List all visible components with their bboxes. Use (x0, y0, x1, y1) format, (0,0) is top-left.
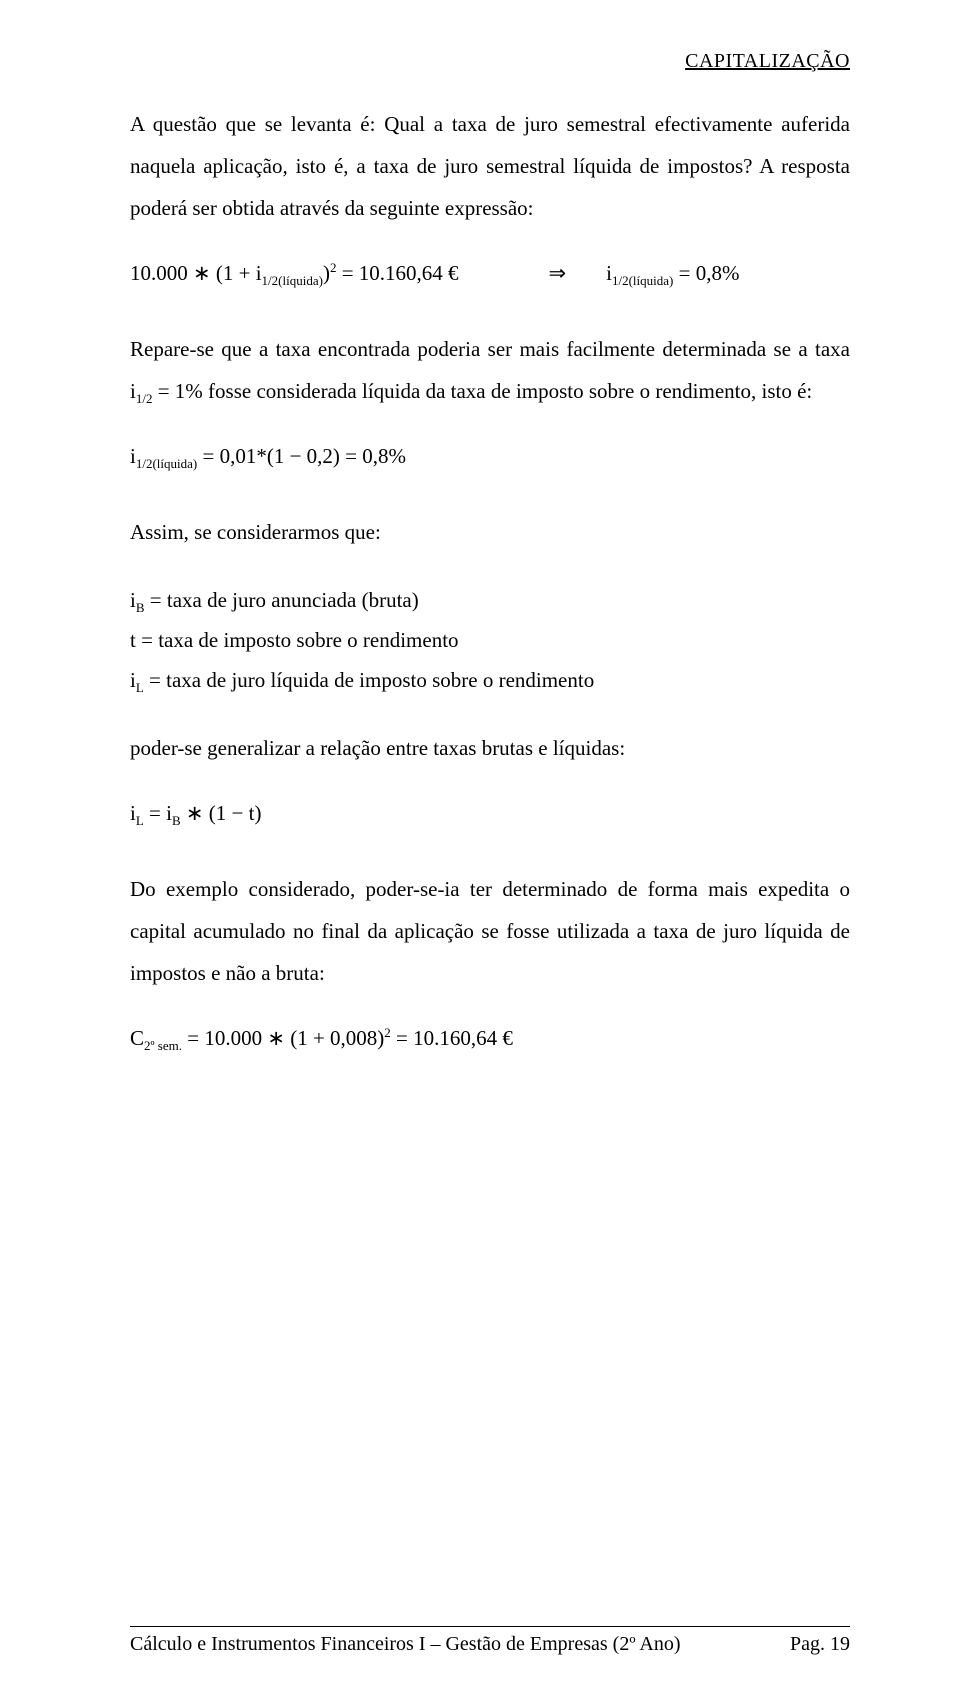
definition-list: iB = taxa de juro anunciada (bruta) t = … (130, 581, 850, 701)
p2-b: = 1% fosse considerada líquida da taxa d… (152, 379, 812, 403)
formula-3: iL = iB ∗ (1 − t) (130, 797, 850, 832)
f1-lhs-close: ) (323, 261, 330, 285)
footer-left: Cálculo e Instrumentos Financeiros I – G… (130, 1633, 681, 1656)
def-il-sub: L (136, 680, 144, 695)
formula-2: i1/2(líquida) = 0,01*(1 − 0,2) = 0,8% (130, 440, 850, 475)
def-ib-text: taxa de juro anunciada (bruta) (162, 588, 419, 612)
def-t-var: t (130, 628, 136, 652)
p2-sub: 1/2 (136, 391, 153, 406)
paragraph-2: Repare-se que a taxa encontrada poderia … (130, 328, 850, 412)
footer-right: Pag. 19 (790, 1633, 850, 1656)
f1-rhs-val: 0,8% (696, 261, 740, 285)
paragraph-5: Do exemplo considerado, poder-se-ia ter … (130, 868, 850, 994)
paragraph-3: Assim, se considerarmos que: (130, 511, 850, 553)
f1-lhs-sup: 2 (330, 260, 337, 275)
page-footer: Cálculo e Instrumentos Financeiros I – G… (130, 1626, 850, 1656)
def-il: iL = taxa de juro líquida de imposto sob… (130, 661, 850, 701)
f4-const: 10.000 (204, 1026, 262, 1050)
f4-val: 0,008) (330, 1026, 384, 1050)
f1-lhs-const: 10.000 (130, 261, 188, 285)
f2-sub: 1/2(líquida) (136, 456, 197, 471)
formula-4: C2º sem. = 10.000 ∗ (1 + 0,008)2 = 10.16… (130, 1022, 850, 1057)
f3-ib-sub: B (172, 813, 181, 828)
f1-lhs-paren: (1 (216, 261, 234, 285)
def-ib-sub: B (136, 600, 145, 615)
f2-b: 0,01*(1 (220, 444, 285, 468)
f3-paren: (1 (209, 801, 227, 825)
def-il-text: taxa de juro líquida de imposto sobre o … (161, 668, 594, 692)
f1-lhs-sub: 1/2(líquida) (262, 273, 323, 288)
f1-lhs-result: 10.160,64 € (359, 261, 459, 285)
f4-sup: 2 (384, 1025, 391, 1040)
f4-paren: (1 (290, 1026, 308, 1050)
f4-c: C (130, 1026, 144, 1050)
f3-il-sub: L (136, 813, 144, 828)
def-t: t = taxa de imposto sobre o rendimento (130, 621, 850, 661)
def-t-text: taxa de imposto sobre o rendimento (153, 628, 459, 652)
f2-d: 0,8% (362, 444, 406, 468)
page-header: CAPITALIZAÇÃO (130, 50, 850, 73)
implies-icon: ⇒ (549, 257, 567, 291)
def-ib: iB = taxa de juro anunciada (bruta) (130, 581, 850, 621)
f1-rhs-sub: 1/2(líquida) (612, 273, 673, 288)
paragraph-1: A questão que se levanta é: Qual a taxa … (130, 103, 850, 229)
f4-result: 10.160,64 € (413, 1026, 513, 1050)
f2-c: 0,2) (307, 444, 340, 468)
f4-c-sub: 2º sem. (144, 1038, 182, 1053)
paragraph-4: poder-se generalizar a relação entre tax… (130, 727, 850, 769)
formula-1: 10.000 ∗ (1 + i1/2(líquida))2 = 10.160,6… (130, 257, 850, 292)
f3-close: t) (249, 801, 262, 825)
